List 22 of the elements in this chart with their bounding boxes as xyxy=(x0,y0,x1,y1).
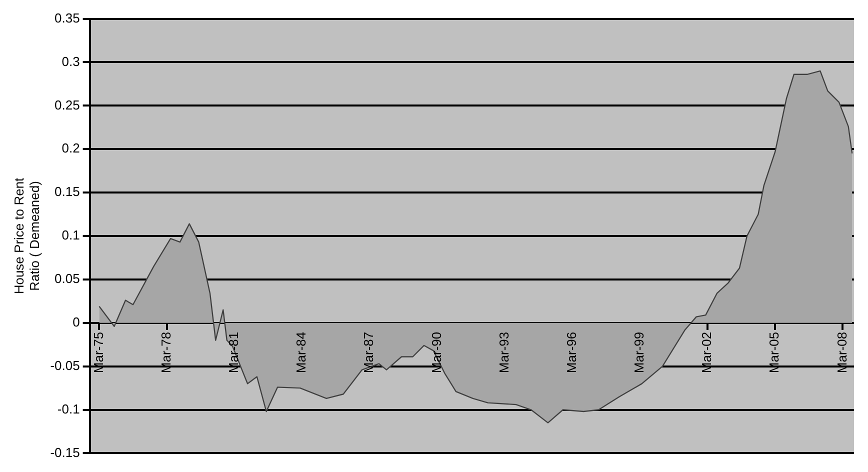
y-tick-label: 0.25 xyxy=(54,97,80,112)
y-tick-label: -0.15 xyxy=(50,444,80,460)
y-tick-label: 0.35 xyxy=(54,10,80,26)
x-tick-label: Mar-08 xyxy=(834,332,850,374)
y-tick-label: 0.05 xyxy=(54,271,80,286)
x-tick-label: Mar-84 xyxy=(294,332,309,374)
y-tick-label: 0.15 xyxy=(54,184,80,200)
x-tick-label: Mar-81 xyxy=(226,332,241,374)
x-tick-label: Mar-87 xyxy=(361,332,376,374)
y-tick-label: 0 xyxy=(72,314,80,330)
y-tick-label: -0.05 xyxy=(50,358,80,373)
x-tick-label: Mar-90 xyxy=(428,332,444,374)
y-tick-label: 0.1 xyxy=(62,228,80,243)
y-axis-title: House Price to Rent Ratio ( Demeaned) xyxy=(11,177,42,294)
x-tick-label: Mar-96 xyxy=(564,332,579,374)
x-tick-label: Mar-93 xyxy=(496,332,512,374)
y-tick-label: -0.1 xyxy=(57,401,80,416)
y-tick-label: 0.2 xyxy=(62,140,80,156)
x-tick-label: Mar-02 xyxy=(699,332,714,374)
x-tick-label: Mar-99 xyxy=(632,332,647,374)
x-tick-label: Mar-05 xyxy=(766,332,782,374)
y-tick-label: 0.3 xyxy=(62,54,80,69)
